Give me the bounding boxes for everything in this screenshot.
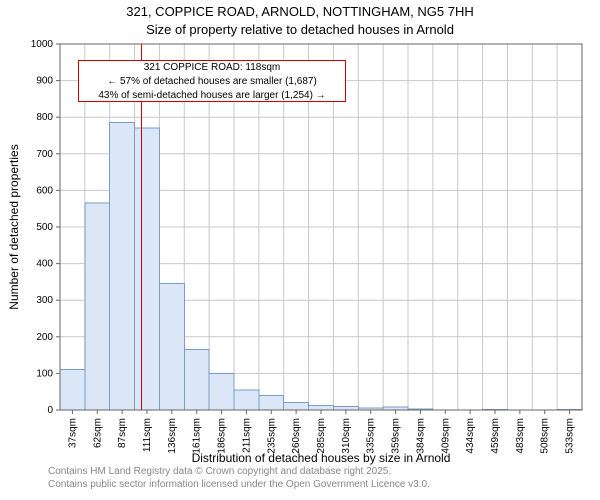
svg-text:359sqm: 359sqm bbox=[391, 418, 402, 454]
svg-text:800: 800 bbox=[36, 112, 53, 123]
attribution: Contains HM Land Registry data © Crown c… bbox=[48, 466, 430, 491]
histogram-bar bbox=[309, 406, 334, 410]
callout-line2: ← 57% of detached houses are smaller (1,… bbox=[79, 75, 345, 89]
svg-text:1000: 1000 bbox=[31, 39, 54, 50]
svg-text:100: 100 bbox=[36, 368, 53, 379]
attribution-line1: Contains HM Land Registry data © Crown c… bbox=[48, 466, 430, 479]
histogram-bar bbox=[284, 403, 309, 410]
svg-text:508sqm: 508sqm bbox=[540, 418, 551, 454]
svg-text:62sqm: 62sqm bbox=[92, 418, 103, 448]
histogram-bar bbox=[60, 370, 85, 410]
marker-callout: 321 COPPICE ROAD: 118sqm ← 57% of detach… bbox=[78, 60, 346, 102]
svg-text:600: 600 bbox=[36, 185, 53, 196]
svg-text:310sqm: 310sqm bbox=[341, 418, 352, 454]
histogram-bar bbox=[184, 350, 209, 410]
histogram-bar bbox=[110, 123, 135, 410]
svg-text:260sqm: 260sqm bbox=[291, 418, 302, 454]
svg-text:434sqm: 434sqm bbox=[465, 418, 476, 454]
svg-text:300: 300 bbox=[36, 295, 53, 306]
svg-text:87sqm: 87sqm bbox=[117, 418, 128, 448]
chart-wrapper: { "titles": { "line1": "321, COPPICE ROA… bbox=[0, 0, 600, 500]
svg-text:111sqm: 111sqm bbox=[142, 418, 153, 452]
svg-text:409sqm: 409sqm bbox=[440, 418, 451, 454]
svg-text:285sqm: 285sqm bbox=[316, 418, 327, 454]
svg-text:211sqm: 211sqm bbox=[241, 418, 252, 453]
svg-text:384sqm: 384sqm bbox=[415, 418, 426, 454]
histogram-bar bbox=[135, 128, 160, 410]
histogram-bar bbox=[234, 390, 259, 410]
svg-text:500: 500 bbox=[36, 222, 53, 233]
histogram-bar bbox=[209, 373, 234, 410]
svg-text:37sqm: 37sqm bbox=[67, 418, 78, 448]
svg-text:483sqm: 483sqm bbox=[515, 418, 526, 454]
svg-text:900: 900 bbox=[36, 76, 53, 87]
svg-text:400: 400 bbox=[36, 259, 53, 270]
y-axis-label: Number of detached properties bbox=[7, 144, 21, 309]
histogram-bar bbox=[333, 406, 358, 410]
x-axis-label: Distribution of detached houses by size … bbox=[192, 451, 451, 465]
svg-text:200: 200 bbox=[36, 332, 53, 343]
callout-line1: 321 COPPICE ROAD: 118sqm bbox=[79, 61, 345, 75]
callout-line3: 43% of semi-detached houses are larger (… bbox=[79, 89, 345, 103]
svg-text:186sqm: 186sqm bbox=[217, 418, 228, 454]
histogram-bar bbox=[85, 203, 110, 410]
attribution-line2: Contains public sector information licen… bbox=[48, 479, 430, 492]
svg-text:335sqm: 335sqm bbox=[366, 418, 377, 454]
svg-text:459sqm: 459sqm bbox=[490, 418, 501, 454]
svg-text:235sqm: 235sqm bbox=[266, 418, 277, 454]
svg-text:533sqm: 533sqm bbox=[565, 418, 576, 454]
svg-text:0: 0 bbox=[47, 405, 53, 416]
histogram-bar bbox=[159, 284, 184, 410]
svg-text:700: 700 bbox=[36, 149, 53, 160]
svg-text:161sqm: 161sqm bbox=[192, 418, 203, 454]
histogram-bar bbox=[259, 395, 284, 410]
svg-text:136sqm: 136sqm bbox=[167, 418, 178, 454]
